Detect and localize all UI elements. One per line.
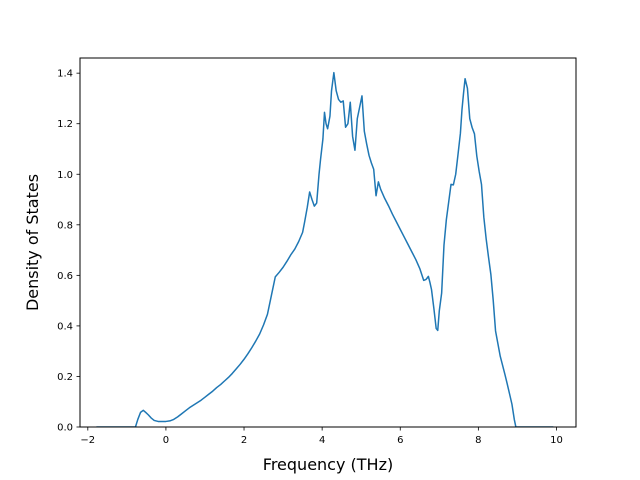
axes-frame bbox=[79, 57, 577, 428]
x-tick-label: −2 bbox=[80, 435, 95, 446]
y-tick-label: 0.0 bbox=[57, 423, 73, 434]
dos-series-line-0 bbox=[96, 71, 554, 427]
y-tick-label: 0.4 bbox=[57, 321, 73, 332]
y-axis-ticks: 0.0 0.2 0.4 0.6 0.8 1.0 1.2 1.4 bbox=[57, 69, 80, 434]
y-tick-label: 1.0 bbox=[57, 170, 73, 181]
x-tick-label: 8 bbox=[475, 435, 481, 446]
x-axis-ticks: −2 0 2 4 6 8 10 bbox=[80, 427, 563, 446]
x-axis-title: Frequency (THz) bbox=[263, 455, 393, 474]
x-tick-label: 0 bbox=[163, 435, 169, 446]
x-tick-label: 2 bbox=[241, 435, 247, 446]
x-tick-label: 4 bbox=[319, 435, 325, 446]
x-tick-label: 6 bbox=[397, 435, 403, 446]
y-tick-label: 1.2 bbox=[57, 119, 73, 130]
plot-area bbox=[96, 71, 554, 427]
y-tick-label: 0.2 bbox=[57, 372, 73, 383]
y-tick-label: 0.6 bbox=[57, 271, 73, 282]
y-tick-label: 0.8 bbox=[57, 220, 73, 231]
y-axis-title: Density of States bbox=[23, 174, 42, 311]
x-tick-label: 10 bbox=[550, 435, 563, 446]
y-tick-label: 1.4 bbox=[57, 69, 73, 80]
